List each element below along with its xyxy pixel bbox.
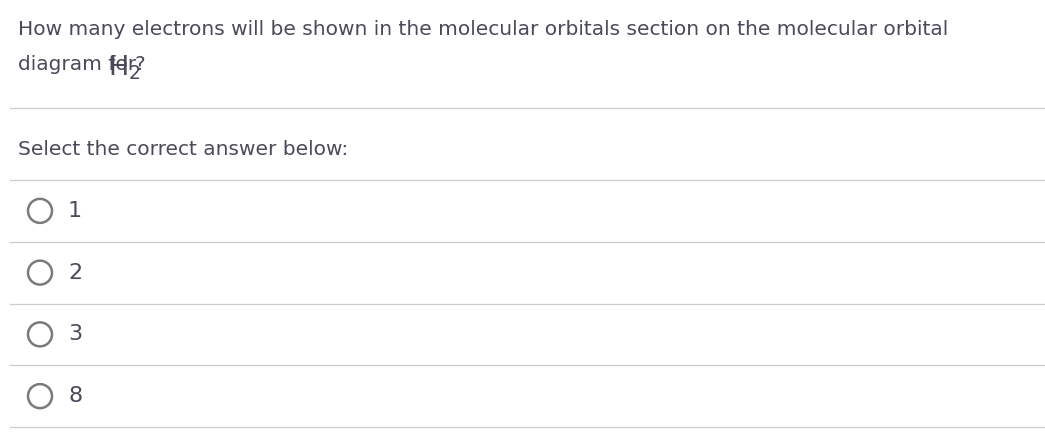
Text: $\mathrm{H_2}$: $\mathrm{H_2}$ <box>108 53 141 82</box>
Text: 8: 8 <box>68 386 83 406</box>
Text: diagram for: diagram for <box>18 55 142 74</box>
Text: Select the correct answer below:: Select the correct answer below: <box>18 140 348 159</box>
Text: 1: 1 <box>68 201 83 221</box>
Text: ?: ? <box>134 55 144 74</box>
Text: 2: 2 <box>68 263 83 283</box>
Text: 3: 3 <box>68 324 83 344</box>
Text: How many electrons will be shown in the molecular orbitals section on the molecu: How many electrons will be shown in the … <box>18 20 948 39</box>
